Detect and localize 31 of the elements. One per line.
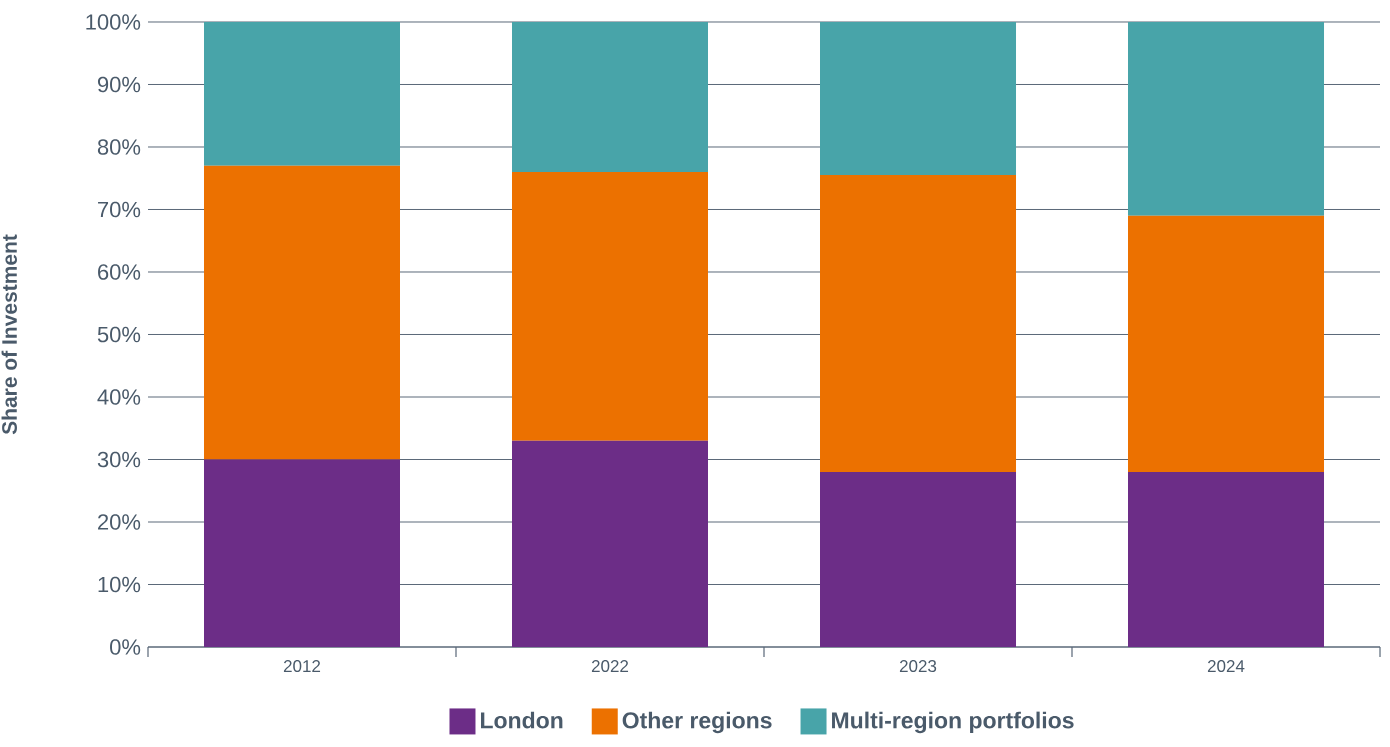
x-tick-label: 2012 [283,660,321,673]
bar [820,21,1017,176]
y-tick-label: 10% [98,576,141,593]
bar [512,171,708,441]
y-tick-label: 0% [110,639,141,655]
legend-label: London [481,711,563,729]
x-tick-label: 2023 [899,660,937,673]
bar [204,21,400,166]
bar [1128,215,1325,472]
bar [820,472,1017,647]
y-tick-label: 50% [97,326,141,343]
x-tick-label: 2024 [1207,660,1245,673]
x-tick-label: 2022 [591,660,629,673]
bar [1128,472,1325,647]
legend-label: Multi-region portfolios [832,711,1074,734]
y-axis-title: Share of Investment [1,234,17,435]
bar [204,459,400,647]
y-tick-label: 20% [98,514,141,530]
bar [1128,21,1325,216]
bar [512,440,708,647]
y-tick-label: 70% [98,201,141,218]
y-tick-label: 100% [86,14,141,30]
bar [204,165,400,460]
y-tick-label: 90% [97,76,141,93]
legend-label: Other regions [622,711,772,734]
bar [820,175,1017,472]
y-tick-label: 80% [97,139,141,155]
y-tick-label: 30% [97,451,141,468]
y-tick-label: 40% [97,389,141,405]
bar [512,21,708,172]
y-tick-label: 60% [98,264,141,280]
